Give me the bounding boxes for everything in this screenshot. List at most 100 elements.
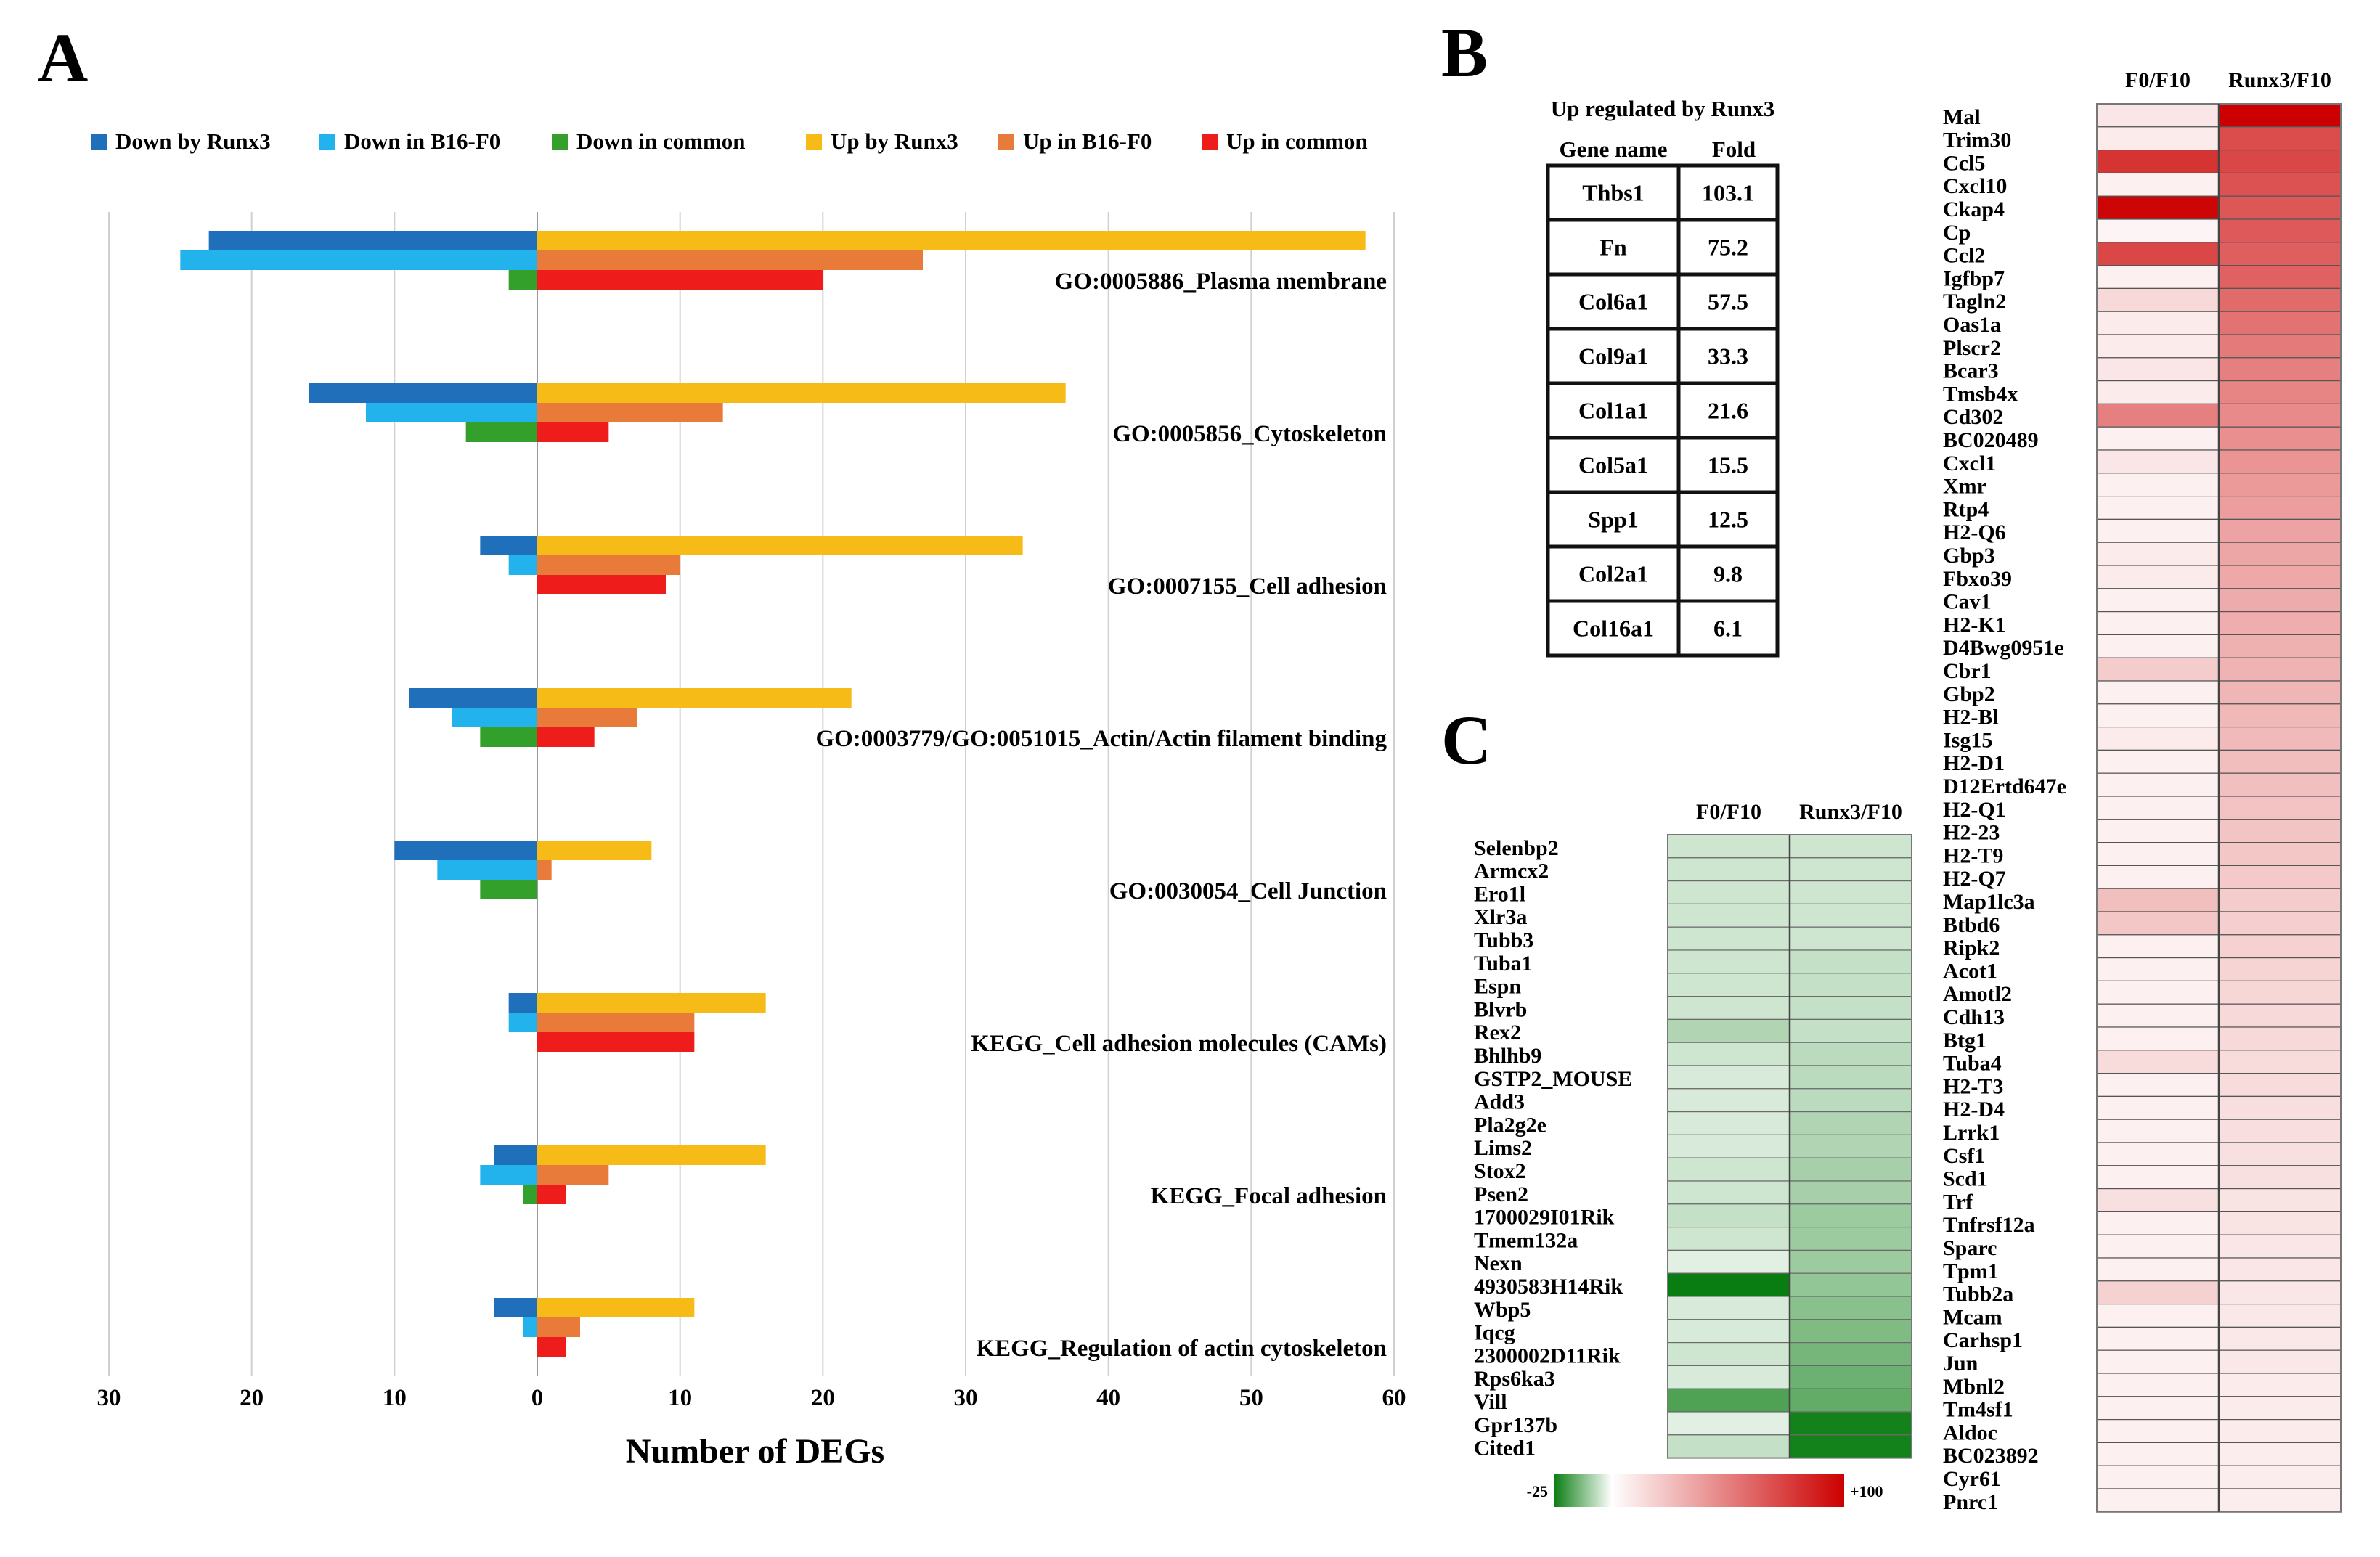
bar-up xyxy=(537,231,1366,250)
heatmap-cell xyxy=(2218,449,2342,474)
heatmap-row-label: Jun xyxy=(1943,1352,1978,1376)
table-fold-cell: 33.3 xyxy=(1708,343,1748,369)
heatmap-cell xyxy=(2096,1234,2220,1259)
heatmap-cell xyxy=(2096,1303,2220,1328)
heatmap-cell xyxy=(2218,103,2342,128)
heatmap-cell xyxy=(2096,1165,2220,1190)
x-tick-label: 60 xyxy=(1382,1385,1406,1411)
category-label: GO:0005856_Cytoskeleton xyxy=(1112,421,1387,447)
table-gene-cell: Spp1 xyxy=(1588,507,1638,533)
heatmap-cell xyxy=(2096,657,2220,682)
fold-table-header-fold: Fold xyxy=(1712,136,1756,162)
bar-down xyxy=(208,231,537,250)
heatmap-cell xyxy=(2218,172,2342,197)
bar-up xyxy=(537,1165,609,1185)
heatmap-cell xyxy=(1789,1111,1912,1135)
bar-down xyxy=(480,536,537,555)
legend-label: Down by Runx3 xyxy=(115,128,271,154)
bar-up xyxy=(537,422,609,442)
table-row xyxy=(1546,272,1780,331)
heatmap-cell xyxy=(2218,218,2342,243)
heatmap-cell xyxy=(1789,973,1912,997)
bar-up xyxy=(537,575,666,594)
category-label: GO:0007155_Cell adhesion xyxy=(1108,573,1387,600)
bar-down xyxy=(523,1317,537,1337)
heatmap-cell xyxy=(2096,449,2220,474)
heatmap-cell xyxy=(1667,973,1790,997)
table-fold-cell: 103.1 xyxy=(1702,180,1754,206)
chart-legend: Down by Runx3 Down in B16-F0 Down in commo… xyxy=(91,128,1368,154)
x-tick-label: 40 xyxy=(1096,1385,1120,1411)
heatmap-cell xyxy=(2218,1418,2342,1443)
heatmap-cell xyxy=(2096,1072,2220,1097)
heatmap-cell xyxy=(1667,1203,1790,1228)
legend-label: Up by Runx3 xyxy=(831,128,958,154)
heatmap-row-label: Carhsp1 xyxy=(1943,1328,2023,1352)
heatmap-cell xyxy=(2096,1003,2220,1028)
bar-up xyxy=(537,403,723,422)
heatmap-cell xyxy=(2096,565,2220,589)
x-tick-label: 50 xyxy=(1239,1385,1263,1411)
heatmap-row-label: Cp xyxy=(1943,221,1971,245)
table-gene-cell: Col6a1 xyxy=(1578,289,1648,315)
heatmap-row-label: Mbnl2 xyxy=(1943,1375,2005,1399)
panel-label-a: A xyxy=(38,19,88,97)
heatmap-row-label: 2300002D11Rik xyxy=(1474,1344,1621,1368)
bar-up xyxy=(537,250,923,270)
heatmap-cell xyxy=(2096,473,2220,497)
heatmap-cell xyxy=(2218,957,2342,981)
heatmap-row-label: Tpm1 xyxy=(1943,1259,1999,1283)
heatmap-row-label: Nexn xyxy=(1474,1251,1523,1275)
bar-down xyxy=(494,1298,537,1317)
heatmap-cell xyxy=(2218,495,2342,520)
legend-swatch xyxy=(319,134,335,150)
heatmap-row-label: Tnfrsf12a xyxy=(1943,1213,2035,1237)
heatmap-cell xyxy=(2096,865,2220,889)
table-fold-cell: 57.5 xyxy=(1708,289,1748,315)
heatmap-cell xyxy=(1789,1296,1912,1320)
heatmap-cell xyxy=(2218,888,2342,912)
heatmap-row-label: Fbxo39 xyxy=(1943,567,2012,591)
x-axis-label: Number of DEGs xyxy=(626,1432,884,1471)
bar-down xyxy=(494,1145,537,1165)
bar-up xyxy=(537,1145,766,1165)
heatmap-row-label: Tmsb4x xyxy=(1943,382,2018,406)
table-row xyxy=(1546,436,1780,494)
x-tick-label: 20 xyxy=(811,1385,835,1411)
bar-up xyxy=(537,383,1066,403)
heatmap-row-label: H2-Bl xyxy=(1943,706,1999,730)
heatmap-row-label: Add3 xyxy=(1474,1090,1525,1114)
heatmap-cell xyxy=(1667,1249,1790,1274)
bar-down xyxy=(409,688,537,708)
heatmap-cell xyxy=(2218,334,2342,359)
heatmap-row-label: Trim30 xyxy=(1943,128,2011,152)
heatmap-row-label: Cxcl1 xyxy=(1943,451,1996,475)
heatmap-cell xyxy=(1789,949,1912,974)
table-gene-cell: Col9a1 xyxy=(1578,343,1648,369)
heatmap-cell xyxy=(2218,1119,2342,1143)
heatmap-cell xyxy=(1667,1157,1790,1182)
heatmap-cell xyxy=(2096,287,2220,312)
heatmap-row-label: Cdh13 xyxy=(1943,1005,2005,1029)
heatmap-row-label: Rps6ka3 xyxy=(1474,1367,1555,1391)
heatmap-row-label: Mal xyxy=(1943,105,1981,129)
bar-up xyxy=(537,1298,695,1317)
heatmap-cell xyxy=(1667,1365,1790,1389)
category-label: GO:0003779/GO:0051015_Actin/Actin filame… xyxy=(815,726,1387,752)
heatmap-row-label: Plscr2 xyxy=(1943,336,2001,360)
heatmap-row-label: Tubb3 xyxy=(1474,928,1533,952)
heatmap-cell xyxy=(1789,1018,1912,1043)
heatmap-row-label: Cd302 xyxy=(1943,405,2003,429)
heatmap-cell xyxy=(2218,380,2342,404)
heatmap-row-label: Ripk2 xyxy=(1943,936,2000,960)
heatmap-row-label: Lrrk1 xyxy=(1943,1121,2000,1145)
heatmap-row-label: Cyr61 xyxy=(1943,1467,2001,1491)
heatmap-cell xyxy=(1789,1341,1912,1366)
table-fold-cell: 9.8 xyxy=(1713,561,1743,587)
legend-label: Up in common xyxy=(1226,128,1368,154)
heatmap-cell xyxy=(1667,857,1790,882)
heatmap-cell xyxy=(2218,1465,2342,1489)
heatmap-row-label: 4930583H14Rik xyxy=(1474,1275,1623,1299)
heatmap-row-label: Tagln2 xyxy=(1943,290,2006,314)
